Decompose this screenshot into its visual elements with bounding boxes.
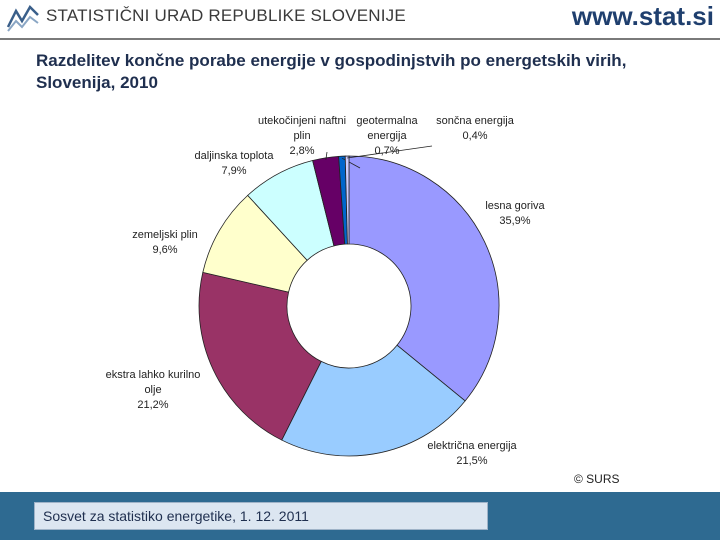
data-label-zemeljski-plin: zemeljski plin 9,6% [132,229,197,256]
leader-line-soncna-energija [347,145,433,159]
header: STATISTIČNI URAD REPUBLIKE SLOVENIJE www… [0,0,720,36]
org-name: STATISTIČNI URAD REPUBLIKE SLOVENIJE [46,6,406,25]
chart-title: Razdelitev končne porabe energije v gosp… [36,51,627,92]
data-label-geotermalna-energija: geotermalna energija 0,7% [356,115,418,157]
footer-caption: Sosvet za statistiko energetike, 1. 12. … [43,508,309,524]
slice-soncna-energija [344,155,350,245]
header-divider [0,38,720,40]
data-label-soncna-energija: sončna energija 0,4% [436,115,515,142]
site-url[interactable]: www.stat.si [571,1,714,31]
slice-lesna-goriva [348,155,500,402]
slice-elektricna-energija [281,344,466,457]
data-label-lesna-goriva: lesna goriva 35,9% [485,200,545,227]
data-label-daljinska-toplota: daljinska toplota 7,9% [195,150,275,177]
leader-line-naftni-plin [325,151,328,160]
data-label-kurilno-olje: ekstra lahko kurilno olje 21,2% [106,369,201,411]
footer-caption-box: Sosvet za statistiko energetike, 1. 12. … [34,502,488,530]
chart-credit: © SURS [574,472,620,486]
surs-logo-icon [6,4,39,32]
donut-chart: lesna goriva 35,9% električna energija 21,5… [106,115,546,467]
slice-kurilno-olje [198,271,322,441]
data-label-elektricna-energija: električna energija 21,5% [427,440,517,467]
data-label-naftni-plin: utekočinjeni naftni plin 2,8% [258,115,346,157]
